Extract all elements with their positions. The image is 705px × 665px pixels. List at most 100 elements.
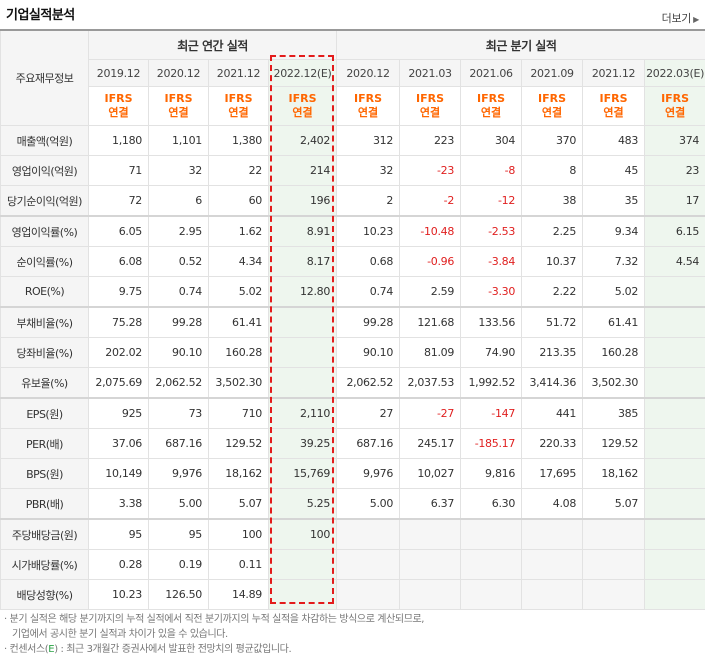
table-cell: 687.16 [148, 428, 209, 459]
table-cell: 370 [521, 125, 584, 156]
footnote-2: · 컨센서스(E) : 최근 3개월간 증권사에서 발표한 전망치의 평균값입니… [4, 642, 424, 657]
table-cell: 441 [521, 397, 584, 429]
table-cell: 6 [148, 185, 209, 217]
table-cell: 5.02 [582, 276, 646, 308]
standard-line-2: 연결 [357, 106, 379, 119]
table-row: 당기순이익(억원) 72 6 60 196 2 -2 -12 38 35 17 [0, 185, 705, 217]
table-cell [644, 458, 705, 489]
table-cell [336, 518, 401, 550]
table-cell: -0.96 [399, 246, 462, 277]
table-cell: 10.37 [521, 246, 584, 277]
accounting-standard: IFRS 연결 [399, 86, 462, 126]
table-cell: 5.00 [148, 488, 209, 520]
table-cell: 925 [88, 397, 149, 429]
table-row: 주당배당금(원) 95 95 100 100 [0, 518, 705, 550]
table-cell: -185.17 [460, 428, 523, 459]
table-cell [644, 579, 705, 610]
table-cell: 100 [208, 518, 269, 550]
table-cell [644, 518, 705, 550]
quarter-group-header: 최근 분기 실적 [336, 29, 705, 60]
standard-line-1: IFRS [104, 92, 133, 105]
table-cell: 61.41 [208, 306, 269, 338]
standard-line-2: 연결 [480, 106, 502, 119]
standard-line-2: 연결 [419, 106, 441, 119]
table-cell: 1,992.52 [460, 367, 523, 399]
table-cell: 12.80 [267, 276, 338, 308]
table-cell: 374 [644, 125, 705, 156]
table-cell: 99.28 [336, 306, 401, 338]
table-cell: 8.17 [267, 246, 338, 277]
table-cell: -23 [399, 155, 462, 186]
table-cell: 6.37 [399, 488, 462, 520]
standard-line-1: IFRS [477, 92, 506, 105]
table-cell: -3.84 [460, 246, 523, 277]
table-row: ROE(%) 9.75 0.74 5.02 12.80 0.74 2.59 -3.30 2.22… [0, 276, 705, 308]
table-cell: 1,101 [148, 125, 209, 156]
table-cell: 5.07 [582, 488, 646, 520]
table-cell: 9.75 [88, 276, 149, 308]
table-cell [267, 337, 338, 368]
period-header: 2019.12 [88, 59, 149, 87]
table-cell: 1,380 [208, 125, 269, 156]
table-cell: 202.02 [88, 337, 149, 368]
period-header: 2022.12(E) [267, 59, 338, 87]
corner-label: 주요재무정보 [0, 29, 89, 126]
table-cell: 95 [88, 518, 149, 550]
table-row: 영업이익률(%) 6.05 2.95 1.62 8.91 10.23 -10.48 -2.53… [0, 215, 705, 247]
period-header: 2021.09 [521, 59, 584, 87]
table-cell [460, 549, 523, 580]
table-cell: 10.23 [88, 579, 149, 610]
row-label: 부채비율(%) [0, 306, 89, 338]
table-cell: 9,816 [460, 458, 523, 489]
standard-line-1: IFRS [599, 92, 628, 105]
annual-group-header: 최근 연간 실적 [87, 29, 338, 60]
standard-line-1: IFRS [354, 92, 383, 105]
row-label: 순이익률(%) [0, 246, 89, 277]
table-cell: 160.28 [208, 337, 269, 368]
table-cell [644, 488, 705, 520]
table-cell: 304 [460, 125, 523, 156]
table-row: 매출액(억원) 1,180 1,101 1,380 2,402 312 223 304 370 4… [0, 125, 705, 156]
table-row: EPS(원) 925 73 710 2,110 27 -27 -147 441 385 [0, 397, 705, 429]
table-cell: 129.52 [582, 428, 646, 459]
period-header: 2021.12 [582, 59, 646, 87]
table-cell [336, 549, 401, 580]
table-cell: 32 [148, 155, 209, 186]
table-cell: 90.10 [148, 337, 209, 368]
table-cell [267, 306, 338, 338]
table-cell: 0.68 [336, 246, 401, 277]
table-cell: 2,110 [267, 397, 338, 429]
consensus-mark: E [48, 644, 55, 655]
table-cell: 483 [582, 125, 646, 156]
period-header: 2021.06 [460, 59, 523, 87]
more-link-label[interactable]: 더보기 [661, 12, 692, 25]
table-cell: 2.25 [521, 215, 584, 247]
table-cell: -147 [460, 397, 523, 429]
table-cell: 8 [521, 155, 584, 186]
table-row: PBR(배) 3.38 5.00 5.07 5.25 5.00 6.37 6.30 4.08 5.… [0, 488, 705, 520]
table-cell: 3.38 [88, 488, 149, 520]
table-cell: 7.32 [582, 246, 646, 277]
accounting-standard: IFRS 연결 [267, 86, 338, 126]
table-cell: -12 [460, 185, 523, 217]
table-cell [521, 518, 584, 550]
more-link[interactable]: 더보기 ▶ [661, 10, 700, 26]
standard-line-1: IFRS [538, 92, 567, 105]
table-row: 배당성향(%) 10.23 126.50 14.89 [0, 579, 705, 610]
table-cell: 245.17 [399, 428, 462, 459]
table-cell: 4.08 [521, 488, 584, 520]
table-cell: 687.16 [336, 428, 401, 459]
row-label: BPS(원) [0, 458, 89, 489]
period-header: 2020.12 [148, 59, 209, 87]
standard-line-2: 연결 [603, 106, 624, 119]
table-cell: 22 [208, 155, 269, 186]
table-cell [582, 549, 646, 580]
table-cell: 0.11 [208, 549, 269, 580]
table-cell: 74.90 [460, 337, 523, 368]
table-row: 영업이익(억원) 71 32 22 214 32 -23 -8 8 45 23 [0, 155, 705, 186]
table-cell: 72 [88, 185, 149, 217]
row-label: 매출액(억원) [0, 125, 89, 156]
table-cell: 37.06 [88, 428, 149, 459]
table-cell: -2 [399, 185, 462, 217]
table-cell: 312 [336, 125, 401, 156]
